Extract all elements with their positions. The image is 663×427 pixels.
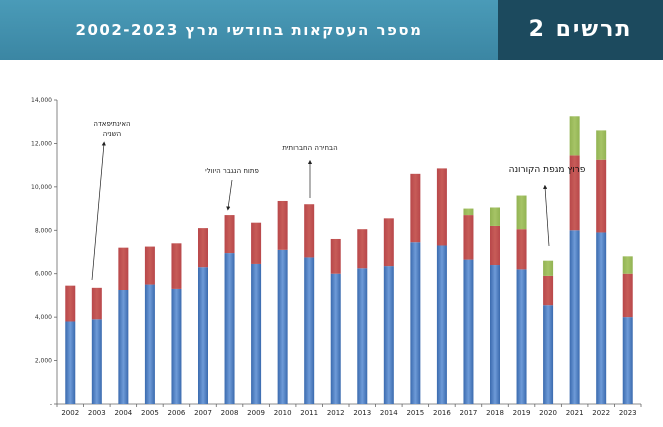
bar-series-2-2023 <box>622 273 633 318</box>
y-tick-label: 14,000 <box>31 97 52 104</box>
annotation-label: פתוח הנגבר היוולי <box>205 167 259 175</box>
bar-series-2-2006 <box>171 243 182 289</box>
annotation-arrow <box>543 184 550 247</box>
bar-series-1-2020 <box>543 305 554 404</box>
x-tick-label: 2003 <box>88 409 106 417</box>
x-tick-label: 2006 <box>168 409 186 417</box>
y-tick-label: 12,000 <box>31 140 52 147</box>
x-tick-label: 2021 <box>566 409 584 417</box>
bar-series-1-2018 <box>490 265 500 404</box>
bar-series-2-2012 <box>330 238 341 274</box>
bar-series-2-2009 <box>251 222 262 264</box>
header-band <box>0 0 498 60</box>
bar-series-1-2010 <box>277 249 288 404</box>
x-tick-label: 2015 <box>406 409 424 417</box>
bar-series-2-2003 <box>91 287 102 320</box>
bar-series-1-2013 <box>357 268 368 404</box>
annotation-arrow <box>226 179 233 211</box>
x-tick-label: 2010 <box>274 409 292 417</box>
bar-series-3-2017 <box>463 208 474 216</box>
x-tick-label: 2011 <box>300 409 318 417</box>
figure-number-badge: תרשים 2 <box>498 0 663 60</box>
bar-series-2-2011 <box>304 204 315 258</box>
x-tick-label: 2007 <box>194 409 212 417</box>
x-tick-label: 2017 <box>460 409 478 417</box>
y-tick-label: 4,000 <box>35 314 52 321</box>
annotation-label: האינתיפאדה <box>93 120 130 128</box>
bar-series-1-2022 <box>596 232 607 404</box>
annotation-label: השניה <box>103 130 121 138</box>
bar-series-1-2002 <box>65 321 76 404</box>
bar-series-3-2019 <box>516 195 527 230</box>
bar-series-1-2014 <box>383 266 394 404</box>
x-tick-label: 2014 <box>380 409 398 417</box>
bar-series-3-2021 <box>569 116 580 156</box>
bar-series-2-2015 <box>410 173 421 243</box>
bar-series-2-2021 <box>569 155 580 231</box>
bar-series-2-2022 <box>596 159 607 233</box>
y-tick-label: 6,000 <box>35 271 52 278</box>
annotation-label: הבחירה החברותית <box>282 144 337 152</box>
x-tick-label: 2022 <box>592 409 610 417</box>
x-tick-label: 2018 <box>486 409 504 417</box>
bar-series-2-2010 <box>277 200 288 250</box>
bar-series-2-2002 <box>65 285 76 322</box>
x-tick-label: 2012 <box>327 409 345 417</box>
y-tick-label: - <box>50 401 52 408</box>
bar-series-2-2005 <box>144 246 155 285</box>
bar-series-1-2016 <box>436 245 447 404</box>
bar-series-2-2018 <box>490 225 500 266</box>
bar-series-1-2009 <box>251 263 262 404</box>
annotation-arrow <box>91 141 106 281</box>
y-tick-label: 2,000 <box>35 358 52 365</box>
bar-series-2-2019 <box>516 229 527 270</box>
bar-series-2-2013 <box>357 229 368 269</box>
bar-series-3-2022 <box>596 130 607 160</box>
bar-series-3-2023 <box>622 256 633 274</box>
bar-series-1-2008 <box>224 253 235 404</box>
x-tick-label: 2004 <box>114 409 132 417</box>
bar-series-2-2004 <box>118 247 129 290</box>
x-tick-label: 2005 <box>141 409 159 417</box>
bar-series-1-2017 <box>463 259 474 404</box>
y-tick-label: 8,000 <box>35 227 52 234</box>
bar-series-2-2017 <box>463 215 474 260</box>
bar-series-2-2020 <box>543 275 554 306</box>
y-tick-label: 10,000 <box>31 184 52 191</box>
bar-series-1-2005 <box>144 284 155 404</box>
x-tick-label: 2008 <box>221 409 239 417</box>
bar-series-2-2016 <box>436 168 447 246</box>
bar-series-3-2020 <box>543 260 554 276</box>
chart-title: מספר העסקאות בחודשי מרץ 2002-2023 <box>75 21 423 39</box>
x-tick-label: 2019 <box>513 409 531 417</box>
bar-series-1-2015 <box>410 242 421 404</box>
x-tick-label: 2002 <box>61 409 79 417</box>
bar-series-1-2004 <box>118 290 129 404</box>
x-tick-label: 2023 <box>619 409 637 417</box>
bar-series-1-2006 <box>171 288 182 404</box>
bar-series-1-2023 <box>622 317 633 404</box>
x-tick-label: 2016 <box>433 409 451 417</box>
bar-series-1-2011 <box>304 257 315 404</box>
slide-header: מספר העסקאות בחודשי מרץ 2002-2023 תרשים … <box>0 0 663 60</box>
bar-series-1-2007 <box>198 267 208 404</box>
bar-series-1-2003 <box>91 319 102 404</box>
bar-series-2-2007 <box>198 228 208 268</box>
x-tick-label: 2013 <box>353 409 371 417</box>
annotation-label: פרוץ מגפת הקורונה <box>509 165 586 175</box>
bar-series-3-2018 <box>490 207 500 226</box>
bar-series-1-2019 <box>516 269 527 404</box>
x-tick-label: 2020 <box>539 409 557 417</box>
bar-series-2-2014 <box>383 218 394 267</box>
bar-series-2-2008 <box>224 215 235 254</box>
bar-series-1-2021 <box>569 230 580 404</box>
x-tick-label: 2009 <box>247 409 265 417</box>
bar-series-1-2012 <box>330 273 341 404</box>
